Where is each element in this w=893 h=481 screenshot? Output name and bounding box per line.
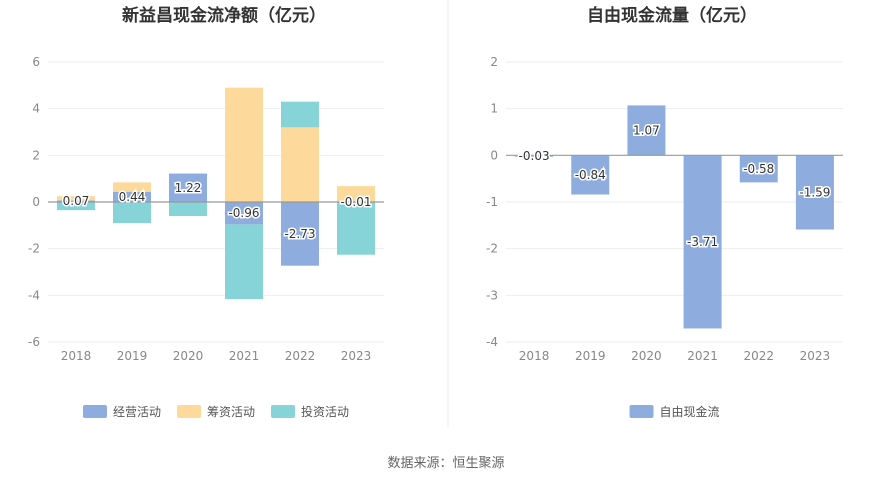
data-label: -3.71 xyxy=(687,235,718,249)
x-tick-label: 2019 xyxy=(575,349,606,363)
x-tick-label: 2019 xyxy=(117,349,148,363)
x-tick-label: 2021 xyxy=(687,349,718,363)
data-label: -0.58 xyxy=(743,162,774,176)
y-tick-label: 2 xyxy=(32,148,40,162)
y-tick-label: -3 xyxy=(486,288,498,302)
x-tick-label: 2022 xyxy=(285,349,316,363)
y-tick-label: 6 xyxy=(32,55,40,69)
data-label: 1.22 xyxy=(175,181,202,195)
bar-series-0-2023[interactable] xyxy=(795,155,834,230)
y-tick-label: -2 xyxy=(486,242,498,256)
legend-swatch[interactable] xyxy=(271,405,295,418)
bar-series-0-2020[interactable] xyxy=(169,173,207,202)
legend-label[interactable]: 经营活动 xyxy=(113,405,161,419)
y-tick-label: 1 xyxy=(490,102,498,116)
y-tick-label: -2 xyxy=(28,242,40,256)
bar-series-0-2018[interactable] xyxy=(57,200,95,202)
data-label: -0.84 xyxy=(575,168,606,182)
data-label: -2.73 xyxy=(284,227,315,241)
y-tick-label: 2 xyxy=(490,55,498,69)
y-tick-label: -4 xyxy=(486,335,498,349)
bar-series-2-2021[interactable] xyxy=(225,224,263,300)
x-tick-label: 2018 xyxy=(61,349,92,363)
bar-series-2-2018[interactable] xyxy=(57,202,95,211)
data-label: 0.44 xyxy=(119,190,146,204)
bar-series-2-2023[interactable] xyxy=(337,202,375,255)
source-note: 数据来源：恒生聚源 xyxy=(387,456,504,471)
data-label: -1.59 xyxy=(799,185,830,199)
x-tick-label: 2021 xyxy=(229,349,260,363)
bar-series-0-2022[interactable] xyxy=(281,202,319,266)
bar-series-1-2018[interactable] xyxy=(57,196,95,201)
bar-series-1-2022[interactable] xyxy=(281,127,319,202)
y-tick-label: 0 xyxy=(490,148,498,162)
chart-title: 新益昌现金流净额（亿元） xyxy=(122,5,326,26)
data-label: -0.01 xyxy=(340,195,371,209)
bar-series-2-2019[interactable] xyxy=(113,202,151,223)
legend-swatch[interactable] xyxy=(83,405,107,418)
bar-series-0-2021[interactable] xyxy=(683,155,722,329)
cash-flow-chart: 新益昌现金流净额（亿元） 6 4 2 0 -2 -4 -6 2018 2019 2020 2021 2… xyxy=(28,5,384,419)
y-tick-label: -6 xyxy=(28,335,40,349)
data-label: -0.96 xyxy=(228,206,259,220)
data-label: 0.07 xyxy=(63,194,90,208)
x-tick-label: 2022 xyxy=(743,349,774,363)
bar-series-1-2021[interactable] xyxy=(225,87,263,202)
legend-label[interactable]: 投资活动 xyxy=(301,404,349,419)
legend-label[interactable]: 自由现金流 xyxy=(660,404,720,419)
bar-series-0-2019[interactable] xyxy=(113,191,151,202)
x-tick-label: 2023 xyxy=(341,349,372,363)
bar-series-0-2022[interactable] xyxy=(739,155,778,183)
bar-series-2-2022[interactable] xyxy=(281,101,319,128)
bar-series-2-2020[interactable] xyxy=(169,202,207,216)
legend-swatch[interactable] xyxy=(177,405,201,418)
free-cash-flow-chart: 自由现金流量（亿元） 2 1 0 -1 -2 -3 -4 2018 2019 2020 2021 20… xyxy=(486,5,843,419)
y-tick-label: -4 xyxy=(28,288,40,302)
x-tick-label: 2023 xyxy=(800,349,831,363)
bar-series-1-2023[interactable] xyxy=(337,186,375,202)
y-tick-label: -1 xyxy=(486,195,498,209)
bar-series-1-2019[interactable] xyxy=(113,182,151,192)
bar-series-0-2019[interactable] xyxy=(571,155,610,195)
bar-series-0-2018[interactable] xyxy=(515,155,554,157)
x-tick-label: 2020 xyxy=(173,349,204,363)
y-tick-label: 0 xyxy=(32,195,40,209)
legend-label[interactable]: 筹资活动 xyxy=(207,405,255,419)
x-tick-label: 2018 xyxy=(519,349,550,363)
bar-series-0-2021[interactable] xyxy=(225,202,263,225)
chart-title: 自由现金流量（亿元） xyxy=(587,5,757,26)
y-tick-label: 4 xyxy=(32,102,40,116)
data-label: 1.07 xyxy=(633,123,660,137)
bar-series-0-2020[interactable] xyxy=(627,105,666,156)
data-label: -0.03 xyxy=(519,149,550,163)
x-tick-label: 2020 xyxy=(631,349,662,363)
legend-swatch[interactable] xyxy=(629,405,654,418)
